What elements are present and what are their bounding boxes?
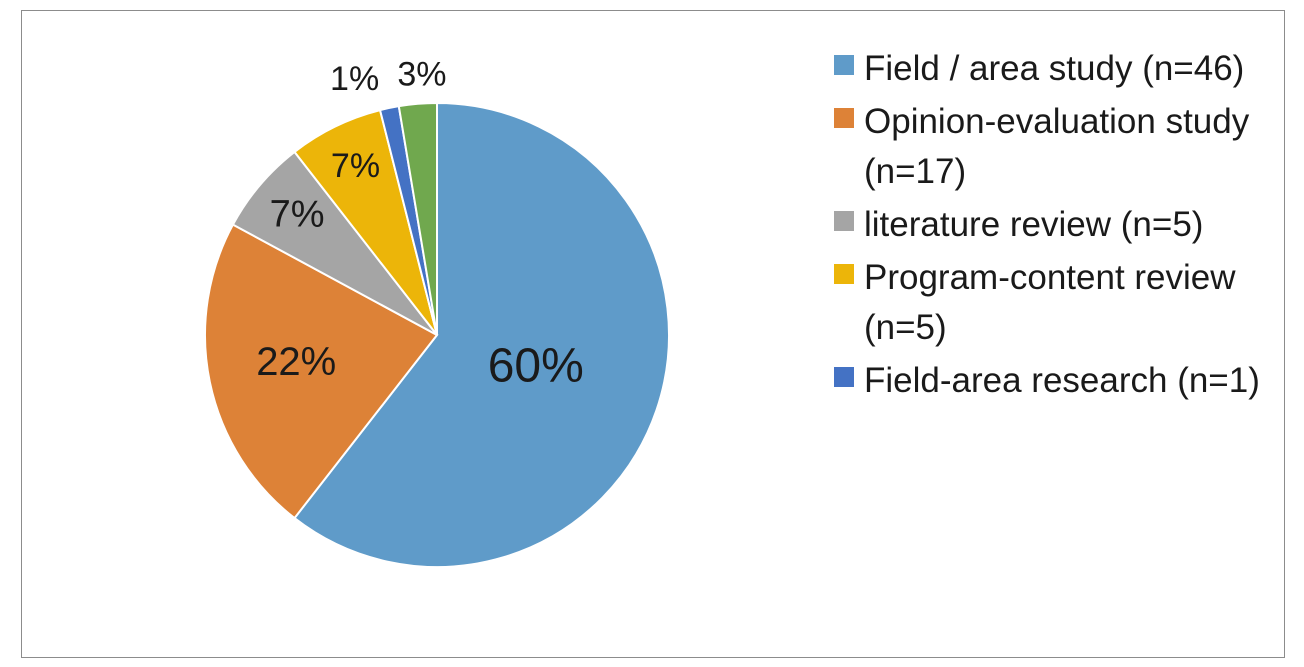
data-label-other: 3% bbox=[397, 56, 446, 94]
pie-slice-opinion-evaluation-study bbox=[204, 223, 439, 520]
legend-swatch bbox=[834, 211, 854, 231]
legend-item-program-content-review: Program-content review (n=5) bbox=[834, 253, 1274, 353]
data-label-literature-review: 7% bbox=[270, 194, 325, 236]
data-label-field-area-research: 1% bbox=[330, 60, 379, 98]
legend-swatch bbox=[834, 264, 854, 284]
pie-slices bbox=[204, 101, 670, 568]
legend-label: Field / area study (n=46) bbox=[864, 49, 1245, 88]
legend-label: Field-area research (n=1) bbox=[864, 361, 1260, 400]
legend-label: Opinion-evaluation study (n=17) bbox=[864, 102, 1250, 191]
legend-label: literature review (n=5) bbox=[864, 205, 1204, 244]
pie-slice-other bbox=[397, 101, 438, 336]
data-label-program-content-review: 7% bbox=[331, 147, 380, 185]
legend-swatch bbox=[834, 55, 854, 75]
data-label-opinion-evaluation-study: 22% bbox=[256, 340, 336, 384]
legend-swatch bbox=[834, 367, 854, 387]
legend-item-field-area-study: Field / area study (n=46) bbox=[834, 44, 1274, 94]
legend: Field / area study (n=46) Opinion-evalua… bbox=[834, 44, 1274, 409]
legend-item-field-area-research: Field-area research (n=1) bbox=[834, 356, 1274, 406]
pie-slice-field-area-study bbox=[293, 101, 670, 568]
legend-swatch bbox=[834, 108, 854, 128]
pie-data-labels: 60% 22% 7%7% 1% 3% bbox=[256, 56, 584, 393]
legend-label: Program-content review (n=5) bbox=[864, 258, 1236, 347]
legend-item-literature-review: literature review (n=5) bbox=[834, 200, 1274, 250]
data-label-field-area-study: 60% bbox=[488, 340, 584, 393]
legend-item-opinion-evaluation-study: Opinion-evaluation study (n=17) bbox=[834, 97, 1274, 197]
